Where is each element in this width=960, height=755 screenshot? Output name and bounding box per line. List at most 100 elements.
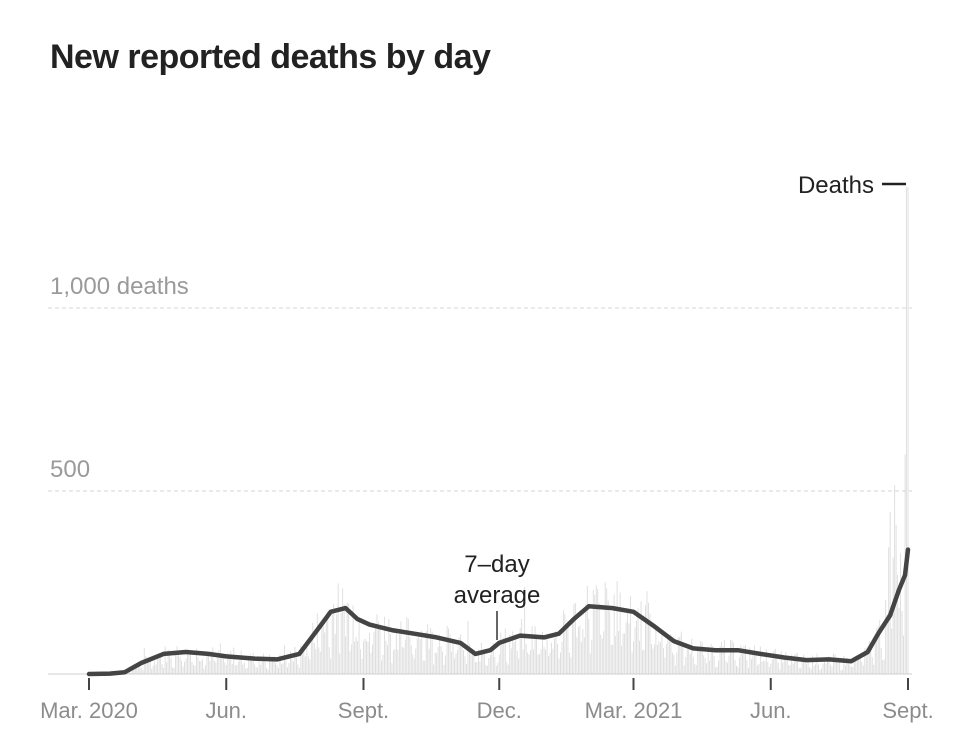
daily-bar xyxy=(164,646,166,674)
daily-bar xyxy=(591,639,593,674)
daily-bar xyxy=(648,602,649,674)
daily-bar xyxy=(419,639,421,674)
daily-bar xyxy=(504,628,506,674)
daily-bar xyxy=(730,639,731,674)
daily-bar xyxy=(834,654,836,674)
daily-bar xyxy=(844,665,846,674)
daily-bar xyxy=(272,661,273,674)
daily-bar xyxy=(562,610,564,674)
daily-bar xyxy=(464,656,466,674)
daily-bar xyxy=(865,647,867,674)
daily-bar xyxy=(436,653,438,674)
daily-bar xyxy=(369,632,370,674)
daily-bar xyxy=(797,653,799,674)
daily-bar xyxy=(765,649,767,674)
daily-bar xyxy=(877,625,879,674)
daily-bar xyxy=(289,651,291,674)
daily-bar xyxy=(543,647,545,674)
daily-bar xyxy=(260,664,262,674)
daily-bar xyxy=(448,628,450,674)
daily-bar xyxy=(579,625,581,674)
daily-bar xyxy=(710,643,712,674)
daily-bar xyxy=(443,664,445,674)
daily-bar xyxy=(598,603,600,674)
daily-bar xyxy=(548,656,549,674)
daily-bar xyxy=(433,664,435,674)
daily-bar xyxy=(370,652,372,674)
daily-bar xyxy=(824,659,825,674)
daily-bar xyxy=(152,665,154,674)
daily-bar xyxy=(564,614,566,674)
daily-bar xyxy=(537,654,539,674)
daily-bar xyxy=(190,652,191,674)
daily-bar xyxy=(861,662,863,674)
daily-bar xyxy=(858,657,860,674)
daily-bar xyxy=(571,620,573,674)
daily-bar xyxy=(803,654,805,674)
daily-bar xyxy=(718,660,720,674)
daily-bar xyxy=(395,633,397,674)
daily-bar xyxy=(273,656,275,674)
daily-bar xyxy=(625,622,627,674)
daily-bar xyxy=(827,658,828,674)
daily-bar xyxy=(689,653,691,674)
daily-bar xyxy=(298,668,300,674)
daily-bar xyxy=(397,649,399,674)
daily-bar xyxy=(313,643,315,674)
daily-bar xyxy=(516,651,518,674)
daily-bar xyxy=(542,631,544,674)
daily-bar xyxy=(216,655,218,674)
daily-bar xyxy=(782,662,784,674)
daily-bar xyxy=(339,653,341,674)
daily-bar xyxy=(634,627,636,674)
daily-bar xyxy=(812,655,814,674)
daily-bar xyxy=(753,645,755,674)
daily-bar xyxy=(506,662,508,674)
daily-bar xyxy=(213,660,215,674)
daily-bar xyxy=(215,662,217,674)
daily-bar xyxy=(316,613,318,674)
daily-bar xyxy=(715,667,717,674)
daily-bar xyxy=(410,645,412,674)
daily-bar xyxy=(850,666,852,674)
daily-bar xyxy=(833,653,834,674)
daily-bar xyxy=(201,659,203,674)
daily-bar xyxy=(606,588,608,674)
daily-bar xyxy=(822,663,824,674)
daily-bar xyxy=(750,659,752,674)
daily-bar xyxy=(318,647,320,674)
daily-bar xyxy=(801,659,803,674)
daily-bar xyxy=(194,665,196,674)
daily-bar xyxy=(594,595,596,674)
daily-bar xyxy=(415,648,417,674)
daily-bar xyxy=(200,661,202,674)
daily-bar xyxy=(342,588,344,674)
daily-bar xyxy=(471,650,473,674)
daily-bar xyxy=(761,661,763,674)
annotation-7day-line1: 7–day xyxy=(464,551,529,578)
daily-bar xyxy=(883,659,885,674)
daily-bar xyxy=(813,665,815,674)
daily-bar xyxy=(551,642,552,674)
daily-bar xyxy=(158,655,160,674)
daily-bar xyxy=(501,644,503,674)
daily-bar xyxy=(792,663,794,674)
daily-bar xyxy=(522,649,524,674)
daily-bar xyxy=(592,590,594,674)
daily-bar xyxy=(149,661,151,674)
daily-bar xyxy=(798,667,800,674)
daily-bar xyxy=(295,657,297,674)
daily-bar xyxy=(624,633,626,674)
daily-bar xyxy=(642,650,643,674)
daily-bar xyxy=(303,645,305,674)
daily-bar xyxy=(891,628,893,674)
daily-bar xyxy=(512,631,514,674)
daily-bar xyxy=(767,662,769,674)
daily-bar xyxy=(452,641,454,674)
daily-bar xyxy=(659,642,661,674)
daily-bar xyxy=(491,652,493,674)
daily-bar xyxy=(227,652,229,674)
daily-bar xyxy=(375,627,376,674)
daily-bar xyxy=(488,657,490,674)
daily-bar xyxy=(589,653,591,674)
